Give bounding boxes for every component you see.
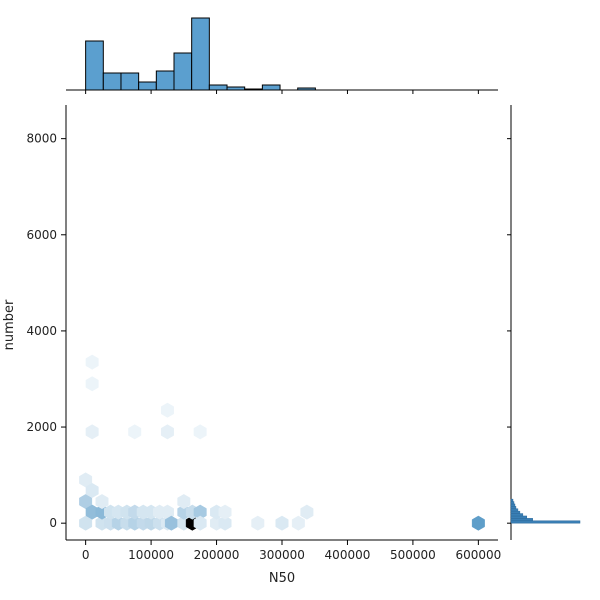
x-tick-label: 300000 bbox=[259, 548, 305, 562]
hexbin bbox=[79, 494, 93, 510]
x-histogram-bar bbox=[138, 81, 157, 91]
hexbin bbox=[95, 494, 109, 510]
y-histogram-bar bbox=[510, 503, 516, 507]
x-histogram-bar bbox=[261, 84, 281, 91]
main-axes: 0 100000 200000 300000 400000 500000 600000 0 20… bbox=[26, 90, 511, 562]
x-histogram-bar bbox=[155, 70, 175, 91]
hexbin bbox=[85, 424, 99, 440]
y-tick-label: 6000 bbox=[26, 228, 57, 242]
hexbin bbox=[291, 515, 305, 531]
y-axis-label: number bbox=[2, 299, 17, 350]
hexbin bbox=[218, 504, 232, 520]
hexbin bbox=[193, 515, 207, 531]
y-tick-label: 2000 bbox=[26, 420, 57, 434]
x-tick-label: 400000 bbox=[325, 548, 371, 562]
top-marginal-histogram bbox=[66, 17, 498, 91]
x-histogram-bar bbox=[173, 52, 193, 91]
x-histogram-bar bbox=[226, 86, 246, 91]
hexbin bbox=[160, 402, 174, 418]
y-histogram-bar bbox=[510, 513, 524, 517]
x-tick-label: 500000 bbox=[390, 548, 436, 562]
x-histogram-bar bbox=[191, 17, 210, 91]
hexbin bbox=[193, 424, 207, 440]
hexbin bbox=[79, 515, 93, 531]
hexbin bbox=[160, 424, 174, 440]
hexbin-layer bbox=[79, 354, 485, 531]
y-histogram-bar bbox=[510, 501, 515, 505]
hexbin bbox=[177, 494, 191, 510]
right-marginal-histogram bbox=[510, 105, 581, 540]
hexbin bbox=[218, 515, 232, 531]
hexbin bbox=[79, 472, 93, 488]
x-histogram-bar bbox=[208, 84, 228, 91]
y-histogram-bar bbox=[510, 506, 517, 510]
y-tick-label: 0 bbox=[49, 516, 57, 530]
x-histogram-bar bbox=[297, 87, 316, 91]
hexbin bbox=[85, 376, 99, 392]
y-tick-label: 4000 bbox=[26, 324, 57, 338]
x-axis-label: N50 bbox=[269, 571, 295, 586]
hexbin bbox=[300, 504, 314, 520]
x-tick-label: 600000 bbox=[455, 548, 501, 562]
y-tick-label: 8000 bbox=[26, 132, 57, 146]
x-histogram-bar bbox=[102, 72, 122, 91]
x-histogram-bar bbox=[120, 72, 140, 91]
y-histogram-bar bbox=[510, 508, 519, 512]
hexbin bbox=[275, 515, 289, 531]
hexbin bbox=[251, 515, 265, 531]
y-histogram-bar bbox=[510, 515, 528, 519]
x-tick-label: 100000 bbox=[128, 548, 174, 562]
x-tick-label: 200000 bbox=[194, 548, 240, 562]
y-histogram-bar bbox=[510, 518, 533, 522]
y-histogram-bar bbox=[510, 498, 514, 502]
hexbin bbox=[85, 354, 99, 370]
x-histogram-bar bbox=[244, 88, 263, 91]
y-histogram-bar bbox=[510, 520, 581, 524]
hexbin bbox=[85, 483, 99, 498]
x-tick-label: 0 bbox=[82, 548, 90, 562]
hexbin bbox=[471, 515, 485, 531]
y-histogram-bar bbox=[510, 510, 521, 514]
hexbin bbox=[128, 424, 142, 440]
x-histogram-bar bbox=[85, 40, 104, 91]
